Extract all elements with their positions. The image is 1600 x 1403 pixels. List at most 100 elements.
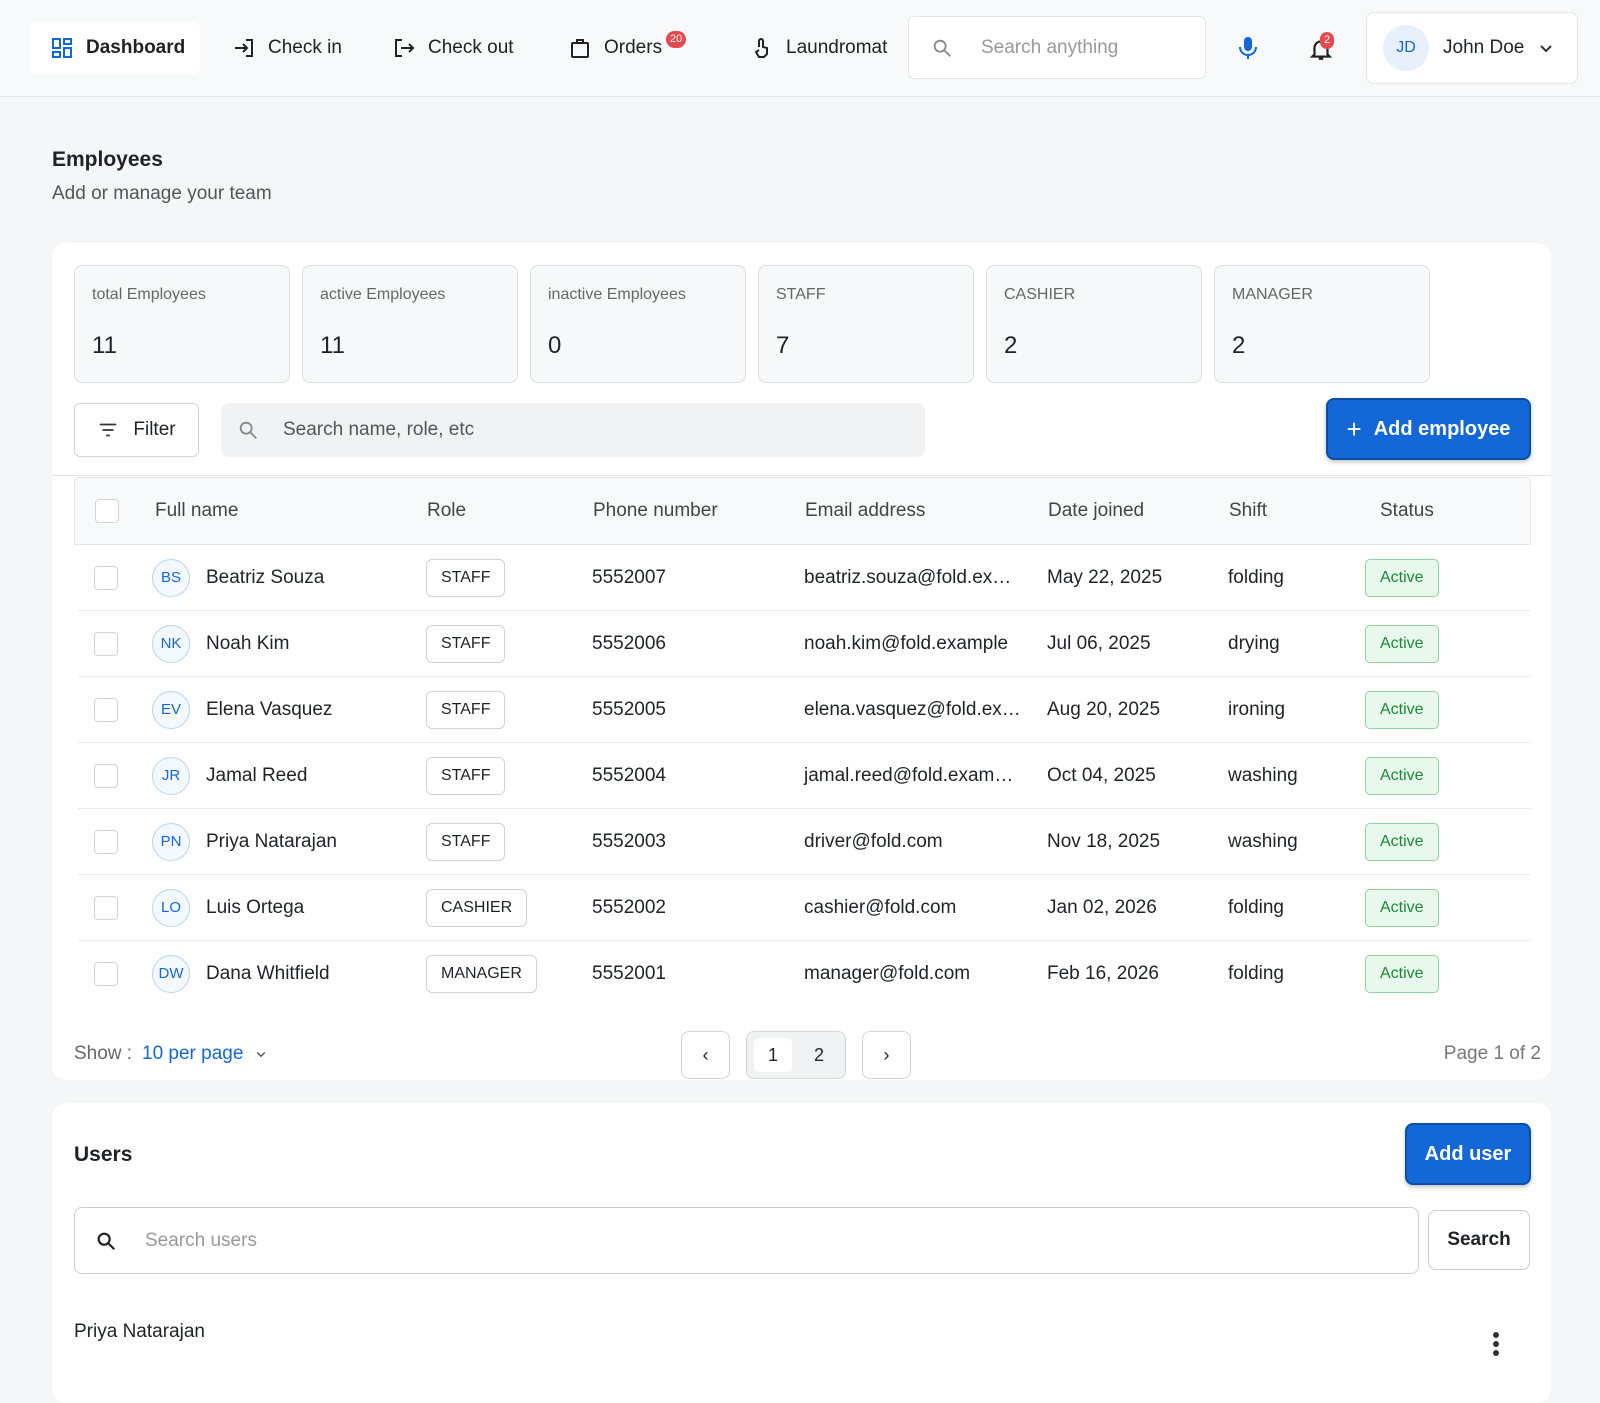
filter-button[interactable]: Filter [74,403,199,457]
next-page[interactable]: › [862,1031,911,1079]
employee-search[interactable]: Search name, role, etc [221,403,925,457]
stat-label: total Employees [92,286,206,303]
shift: folding [1228,566,1284,588]
show-label: Show : [74,1043,133,1064]
nav-orders[interactable]: Orders 20 [568,22,687,74]
table-row[interactable]: JR Jamal Reed STAFF 5552004 jamal.reed@fold.… [78,743,1531,809]
row-checkbox[interactable] [94,961,118,986]
page-number[interactable]: 2 [813,1044,824,1065]
stat-card: STAFF 7 [758,265,974,383]
full-name: Luis Ortega [206,896,305,918]
search-placeholder: Search name, role, etc [283,419,475,440]
notification-badge: 2 [1320,32,1335,49]
search-placeholder: Search users [145,1229,257,1251]
shift: folding [1228,962,1284,984]
stat-value: 2 [1004,332,1018,359]
status-tag: Active [1365,690,1439,729]
stat-value: 7 [776,332,790,359]
mic-button[interactable] [1236,35,1260,61]
stat-card: CASHIER 2 [986,265,1202,383]
stat-label: CASHIER [1004,286,1076,303]
table-row[interactable]: LO Luis Ortega CASHIER 5552002 cashier@fold.… [78,875,1531,941]
page-number[interactable]: 1 [754,1038,792,1072]
email: beatriz.souza@fold.ex… [804,566,1012,588]
nav-check-in[interactable]: Check in [232,22,342,74]
shift: folding [1228,896,1284,918]
phone: 5552001 [592,962,666,984]
button-label: Search [1447,1229,1511,1250]
employees-card: total Employees 11 active Employees 11 inact… [52,243,1551,1080]
stat-label: STAFF [776,286,826,303]
row-checkbox[interactable] [94,829,118,854]
column-header: Shift [1229,500,1268,521]
avatar-initials: EV [152,690,190,729]
user-menu[interactable]: JD John Doe [1366,12,1578,84]
role-tag: MANAGER [426,954,537,993]
add-employee-button[interactable]: + Add employee [1326,398,1531,460]
orders-badge: 20 [666,31,687,48]
table-row[interactable]: DW Dana Whitfield MANAGER 5552001 manager@fo… [78,941,1531,1000]
prev-page[interactable]: ‹ [681,1031,730,1079]
row-checkbox[interactable] [94,565,118,590]
status-tag: Active [1365,558,1439,597]
user-avatar: JD [1383,25,1429,71]
nav-label: Dashboard [86,37,186,58]
full-name: Jamal Reed [206,764,308,786]
row-checkbox[interactable] [94,697,118,722]
date-joined: May 22, 2025 [1047,566,1163,588]
page-info: Page 1 of 2 [1443,1043,1541,1064]
row-checkbox[interactable] [94,895,118,920]
stat-value: 0 [548,332,562,359]
button-label: Add user [1424,1142,1512,1165]
email: noah.kim@fold.example [804,632,1009,654]
full-name: Elena Vasquez [206,698,333,720]
stat-label: MANAGER [1232,286,1313,303]
add-user-button[interactable]: Add user [1405,1123,1531,1185]
role-tag: STAFF [426,756,506,795]
date-joined: Nov 18, 2025 [1047,830,1161,852]
table-row[interactable]: EV Elena Vasquez STAFF 5552005 elena.vasquez… [78,677,1531,743]
email: manager@fold.com [804,962,971,984]
header-checkbox[interactable] [95,499,119,523]
search-button[interactable]: Search [1428,1210,1530,1270]
email: jamal.reed@fold.exam… [804,764,1014,786]
table-row[interactable]: PN Priya Natarajan STAFF 5552003 driver@fold… [78,809,1531,875]
search-placeholder: Search anything [981,36,1119,58]
table-row[interactable]: NK Noah Kim STAFF 5552006 noah.kim@fold.exam… [78,611,1531,677]
table-header: Full name Role Phone number Email address Da… [74,477,1531,545]
nav-laundromat[interactable]: Laundromat [750,22,888,74]
avatar-initials: PN [152,822,190,861]
role-tag: STAFF [426,558,506,597]
global-search[interactable]: Search anything [908,16,1206,79]
shift: drying [1228,632,1280,654]
phone: 5552002 [592,896,666,918]
nav-check-out[interactable]: Check out [392,22,514,74]
row-checkbox[interactable] [94,763,118,788]
user-name: John Doe [1443,37,1525,58]
status-tag: Active [1365,624,1439,663]
email: elena.vasquez@fold.ex… [804,698,1021,720]
role-tag: STAFF [426,624,506,663]
user-search[interactable]: Search users [74,1207,1419,1274]
shift: washing [1228,830,1298,852]
user-menu-button[interactable] [1492,1331,1500,1357]
page: {"nav":{"items":["Dashboard","Check in",… [0,12,1600,1356]
phone: 5552006 [592,632,666,654]
users-title: Users [74,1143,133,1166]
avatar-initials: BS [152,558,190,597]
nav-dashboard[interactable]: Dashboard [30,22,200,74]
full-name: Beatriz Souza [206,566,325,588]
full-name: Noah Kim [206,632,290,654]
row-checkbox[interactable] [94,631,118,656]
status-tag: Active [1365,822,1439,861]
per-page-select[interactable]: 10 per page [142,1043,267,1065]
avatar-initials: JR [152,756,190,795]
role-tag: STAFF [426,822,506,861]
full-name: Dana Whitfield [206,962,330,984]
column-header: Role [427,500,467,521]
page-title: Employees [52,148,163,171]
role-tag: STAFF [426,690,506,729]
table-row[interactable]: BS Beatriz Souza STAFF 5552007 beatriz.souza… [78,545,1531,611]
stat-value: 11 [92,332,117,359]
